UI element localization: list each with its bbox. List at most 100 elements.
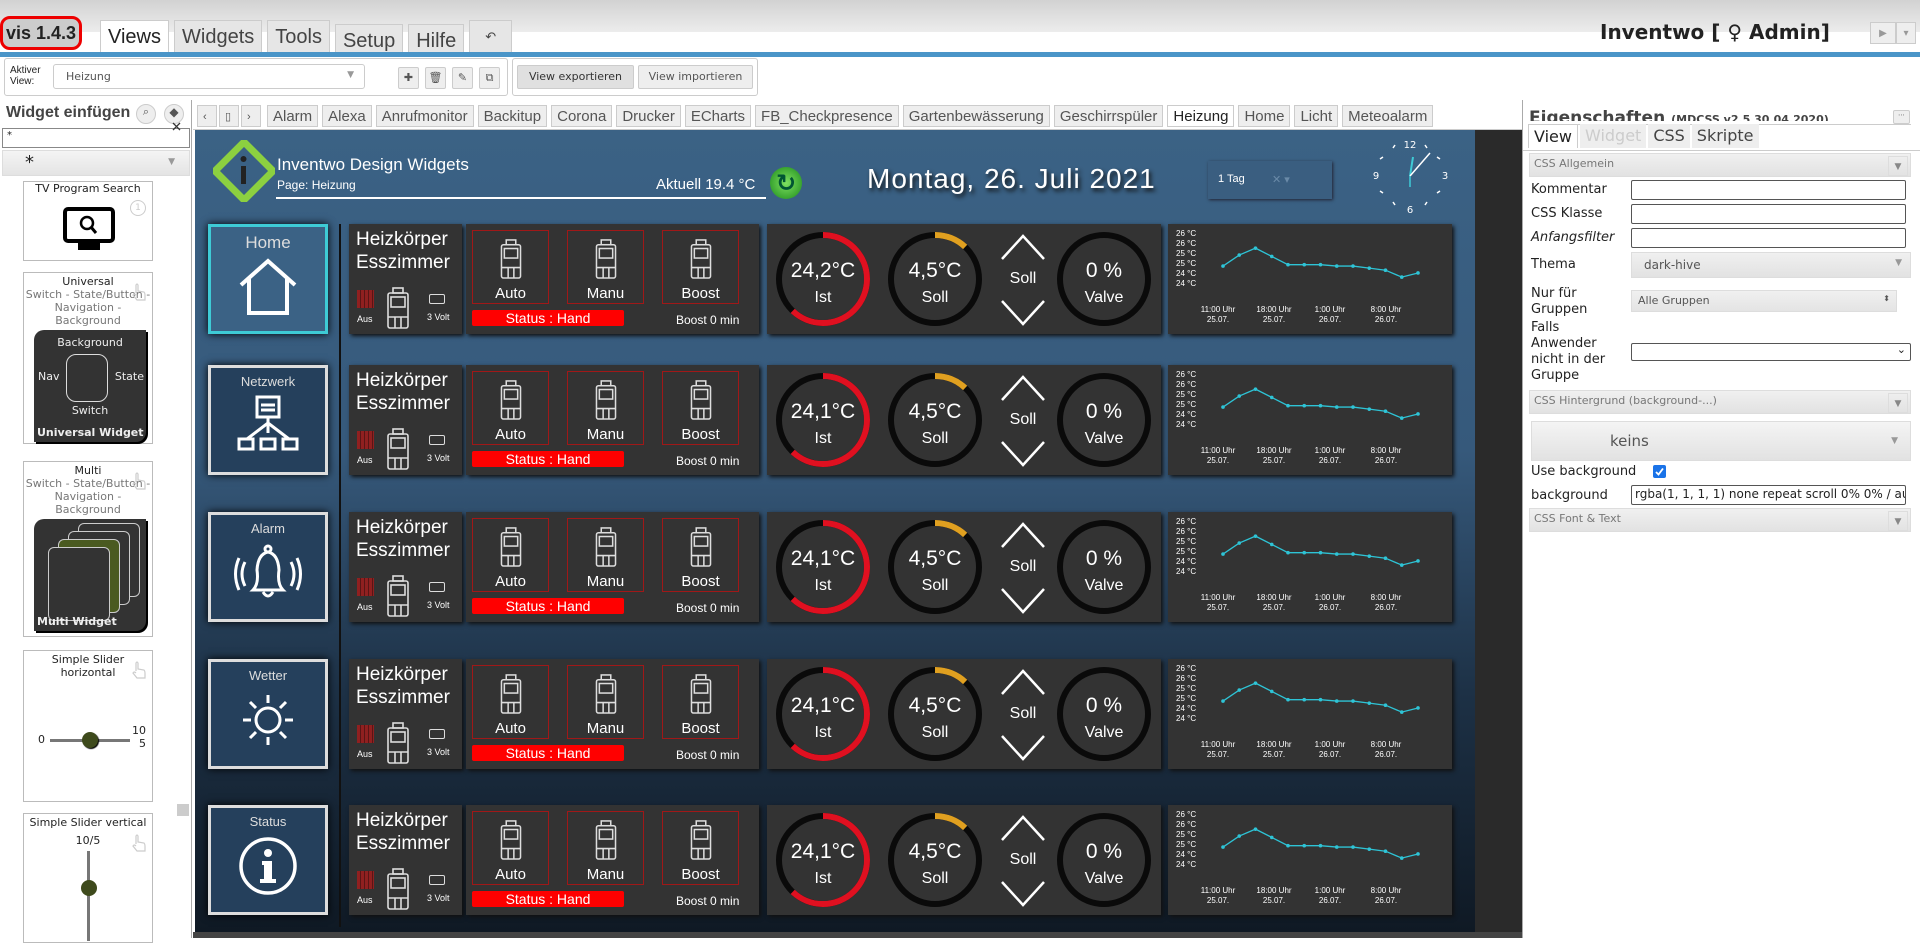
mode-boost-button[interactable]: Boost xyxy=(662,230,739,304)
close-icon[interactable] xyxy=(172,122,181,131)
chevron-down-icon[interactable] xyxy=(999,586,1047,616)
chevron-up-icon[interactable] xyxy=(999,667,1047,697)
view-tab-corona[interactable]: Corona xyxy=(551,105,613,127)
widget-slider-horizontal[interactable]: Simple Slider horizontal 0 10 5 xyxy=(23,650,153,802)
chevron-down-icon[interactable] xyxy=(999,733,1047,763)
view-tab-alexa[interactable]: Alexa xyxy=(322,105,372,127)
widget-multi[interactable]: Multi Switch - State/Button - Navigation… xyxy=(23,461,153,637)
view-tab-meteoalarm[interactable]: Meteoalarm xyxy=(1342,105,1434,127)
mode-auto-button[interactable]: Auto xyxy=(472,518,549,592)
chevron-down-icon[interactable] xyxy=(999,879,1047,909)
mode-manu-button[interactable]: Manu xyxy=(567,665,644,739)
add-view-button[interactable]: ✚ xyxy=(398,67,419,89)
tab-setup[interactable]: Setup xyxy=(334,24,404,52)
copy-view-button[interactable]: ⧉ xyxy=(479,67,500,89)
view-tab-backitup[interactable]: Backitup xyxy=(477,105,548,127)
mode-manu-button[interactable]: Manu xyxy=(567,811,644,885)
css-class-input[interactable] xyxy=(1631,204,1906,224)
mode-boost-button[interactable]: Boost xyxy=(662,371,739,445)
import-view-button[interactable]: View importieren xyxy=(638,65,753,89)
panel-menu-button[interactable]: ⋯ xyxy=(1893,110,1910,124)
widget-set-select[interactable]: * ▼ xyxy=(2,150,190,176)
range-select[interactable]: 1 Tag ✕ ▾ xyxy=(1208,161,1332,199)
background-preset-select[interactable]: keins ▼ xyxy=(1531,421,1911,461)
view-tab-drucker[interactable]: Drucker xyxy=(616,105,681,127)
mode-manu-button[interactable]: Manu xyxy=(567,371,644,445)
view-tab-heizung[interactable]: Heizung xyxy=(1167,105,1235,127)
view-tab-home[interactable]: Home xyxy=(1238,105,1291,127)
background-input[interactable]: rgba(1, 1, 1, 1) none repeat scroll 0% 0… xyxy=(1631,485,1906,505)
mode-auto-button[interactable]: Auto xyxy=(472,811,549,885)
widget-tv-program-search[interactable]: TV Program Search 1 xyxy=(23,181,153,261)
groups-select[interactable]: Alle Gruppen ⬍ xyxy=(1631,290,1897,312)
tab-hilfe[interactable]: Hilfe xyxy=(408,24,465,52)
tab-tools[interactable]: Tools xyxy=(267,20,330,52)
kommentar-input[interactable] xyxy=(1631,180,1906,200)
theme-select[interactable]: dark-hive ▼ xyxy=(1631,252,1911,278)
widget-universal[interactable]: Universal Switch - State/Button - Naviga… xyxy=(23,272,153,444)
view-tab-geschirrspüler[interactable]: Geschirrspüler xyxy=(1053,105,1164,127)
widget-slider-vertical[interactable]: Simple Slider vertical 10/5 xyxy=(23,813,153,943)
mode-auto-button[interactable]: Auto xyxy=(472,230,549,304)
scrollbar-thumb[interactable] xyxy=(177,804,189,816)
section-css-font[interactable]: CSS Font & Text ▼ xyxy=(1529,508,1911,532)
nav-tile-wetter[interactable]: Wetter xyxy=(208,659,328,769)
chevron-up-icon[interactable] xyxy=(999,813,1047,843)
mode-box: Auto Manu Boost Status : Hand Boost 0 min xyxy=(466,224,759,334)
view-tab-fb_checkpresence[interactable]: FB_Checkpresence xyxy=(755,105,899,127)
undo-icon[interactable]: ↶ xyxy=(469,20,513,52)
view-tab-echarts[interactable]: ECharts xyxy=(684,105,752,127)
mode-auto-button[interactable]: Auto xyxy=(472,371,549,445)
tab-css[interactable]: CSS xyxy=(1648,124,1690,148)
slider-handle[interactable] xyxy=(81,880,97,896)
mode-boost-button[interactable]: Boost xyxy=(662,811,739,885)
chevron-down-icon[interactable] xyxy=(999,439,1047,469)
tab-skripte[interactable]: Skripte xyxy=(1691,124,1759,148)
tag-icon[interactable]: ◆ xyxy=(164,104,184,124)
nav-tile-alarm[interactable]: Alarm xyxy=(208,512,328,622)
section-css-background[interactable]: CSS Hintergrund (background-...) ▼ xyxy=(1529,390,1911,414)
scroll-left-icon[interactable]: ‹ xyxy=(197,105,217,127)
chevron-up-icon[interactable] xyxy=(999,232,1047,262)
clear-icon[interactable]: ✕ ▾ xyxy=(1272,174,1290,186)
delete-icon[interactable]: ▯ xyxy=(219,105,239,127)
widget-filter-input[interactable]: * xyxy=(2,128,190,148)
mode-boost-button[interactable]: Boost xyxy=(662,518,739,592)
play-icon[interactable]: ▶ xyxy=(1870,22,1896,44)
chevron-down-icon[interactable]: ▾ xyxy=(1896,22,1916,44)
use-background-checkbox[interactable] xyxy=(1653,465,1666,478)
horizontal-scrollbar[interactable] xyxy=(193,932,1523,938)
tab-view[interactable]: View xyxy=(1528,124,1578,148)
nav-tile-status[interactable]: Status xyxy=(208,805,328,915)
fallback-select[interactable]: ⌄ xyxy=(1631,343,1911,361)
section-css-general[interactable]: CSS Allgemein ▼ xyxy=(1529,153,1911,177)
search-icon[interactable]: ⌕ xyxy=(136,104,156,124)
filter-input[interactable] xyxy=(1631,228,1906,248)
mode-manu-button[interactable]: Manu xyxy=(567,518,644,592)
chart-point xyxy=(1318,550,1323,555)
mode-auto-button[interactable]: Auto xyxy=(472,665,549,739)
view-tab-alarm[interactable]: Alarm xyxy=(267,105,319,127)
mode-manu-button[interactable]: Manu xyxy=(567,230,644,304)
view-tab-anrufmonitor[interactable]: Anrufmonitor xyxy=(375,105,474,127)
slider-handle[interactable] xyxy=(82,732,98,748)
device-box: Heizkörper Esszimmer Aus 3 Volt xyxy=(349,365,462,475)
delete-view-button[interactable]: 🗑 xyxy=(425,67,446,89)
tab-widgets[interactable]: Widgets xyxy=(174,20,263,52)
refresh-icon[interactable]: ↻ xyxy=(770,167,802,199)
nav-tile-netzwerk[interactable]: Netzwerk xyxy=(208,365,328,475)
chevron-up-icon[interactable] xyxy=(999,373,1047,403)
nav-tile-home[interactable]: Home xyxy=(208,224,328,334)
chevron-up-icon[interactable] xyxy=(999,520,1047,550)
tab-views[interactable]: Views xyxy=(100,20,169,52)
view-tab-gartenbewässerung[interactable]: Gartenbewässerung xyxy=(902,105,1050,127)
view-tab-licht[interactable]: Licht xyxy=(1294,105,1339,127)
export-view-button[interactable]: View exportieren xyxy=(517,65,634,89)
rename-view-button[interactable]: ✎ xyxy=(452,67,473,89)
tab-widget[interactable]: Widget xyxy=(1579,124,1647,148)
slider-track[interactable] xyxy=(87,851,90,941)
mode-boost-button[interactable]: Boost xyxy=(662,665,739,739)
scroll-right-icon[interactable]: › xyxy=(241,105,261,127)
chevron-down-icon[interactable] xyxy=(999,298,1047,328)
active-view-select[interactable]: Heizung ▼ xyxy=(53,64,365,89)
